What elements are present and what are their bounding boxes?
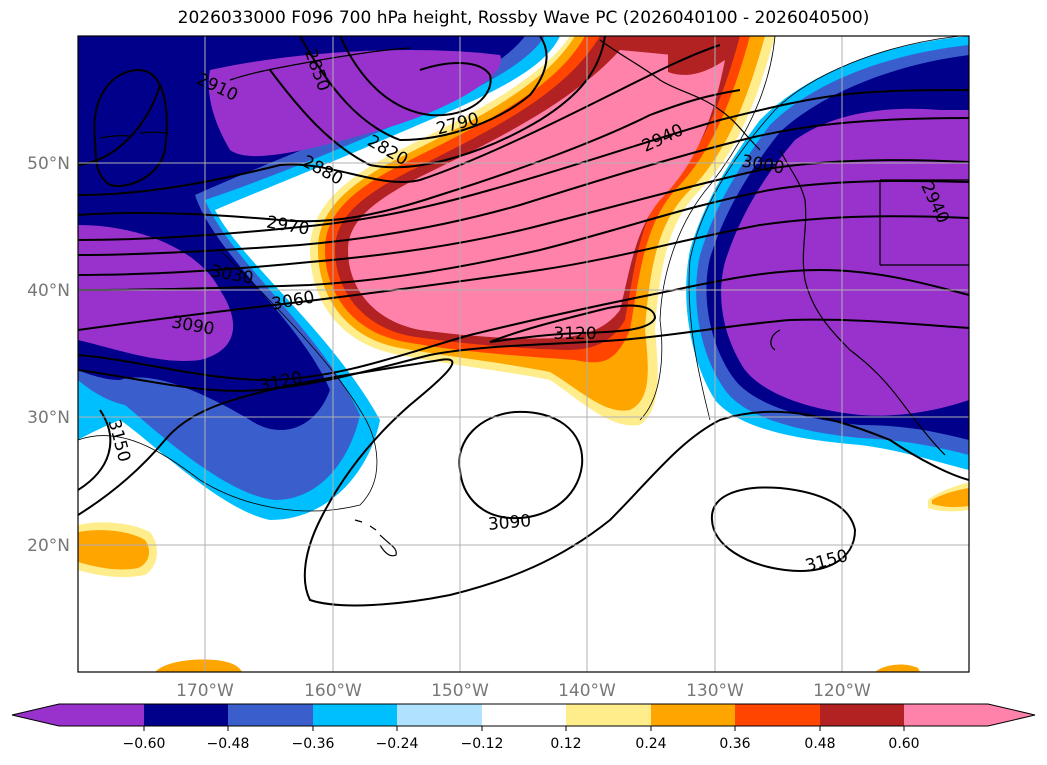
colorbar: −0.60 −0.48 −0.36 −0.24 −0.12 0.12 0.24 … — [11, 703, 1036, 752]
negative-anomaly-west — [78, 36, 560, 520]
colorbar-tick-label: −0.48 — [207, 736, 250, 752]
colorbar-bin — [566, 704, 651, 726]
lon-label: 160°W — [304, 681, 362, 701]
lat-label: 30°N — [27, 408, 70, 428]
colorbar-bin — [651, 704, 735, 726]
longitude-labels: 170°W 160°W 150°W 140°W 130°W 120°W — [176, 681, 871, 701]
colorbar-extend-max — [988, 704, 1035, 726]
lat-label: 50°N — [27, 154, 70, 174]
lon-label: 130°W — [686, 681, 744, 701]
colorbar-ticks — [143, 726, 905, 731]
positive-anomaly-patches — [78, 482, 969, 672]
colorbar-tick-label: −0.60 — [123, 736, 166, 752]
map-area: 2910 2850 2790 2820 2880 2940 3000 2940 … — [78, 36, 969, 672]
lon-label: 140°W — [558, 681, 616, 701]
colorbar-bin — [313, 704, 397, 726]
colorbar-bin — [397, 704, 482, 726]
graticule — [78, 36, 969, 672]
colorbar-bin — [482, 704, 566, 726]
colorbar-tick-label: 0.48 — [804, 736, 835, 752]
colorbar-bin — [144, 704, 228, 726]
anomaly-outlines — [78, 36, 961, 512]
latitude-labels: 50°N 40°N 30°N 20°N — [27, 154, 70, 556]
colorbar-tick-label: 0.24 — [635, 736, 666, 752]
colorbar-extend-min — [12, 704, 59, 726]
colorbar-outline — [11, 703, 1036, 727]
map-title: 2026033000 F096 700 hPa height, Rossby W… — [177, 8, 870, 28]
colorbar-tick-label: −0.12 — [461, 736, 504, 752]
map-frame — [77, 35, 970, 673]
negative-anomaly-east — [686, 36, 969, 470]
contour-label: 3120 — [553, 324, 596, 344]
colorbar-tick-label: 0.12 — [550, 736, 581, 752]
lon-label: 150°W — [431, 681, 489, 701]
colorbar-tick-label: 0.36 — [719, 736, 750, 752]
lon-label: 120°W — [813, 681, 871, 701]
lon-label: 170°W — [176, 681, 234, 701]
colorbar-bin — [59, 704, 144, 726]
colorbar-bin — [228, 704, 313, 726]
colorbar-bin — [820, 704, 904, 726]
height-contours — [78, 36, 969, 607]
colorbar-tick-label: 0.60 — [888, 736, 919, 752]
colorbar-bin — [735, 704, 820, 726]
lat-label: 40°N — [27, 281, 70, 301]
contour-labels: 2910 2850 2790 2820 2880 2940 3000 2940 … — [104, 47, 953, 577]
colorbar-tick-label: −0.24 — [376, 736, 419, 752]
contour-label: 3090 — [487, 511, 532, 535]
colorbar-bin — [904, 704, 988, 726]
lat-label: 20°N — [27, 536, 70, 556]
colorbar-tick-label: −0.36 — [292, 736, 335, 752]
